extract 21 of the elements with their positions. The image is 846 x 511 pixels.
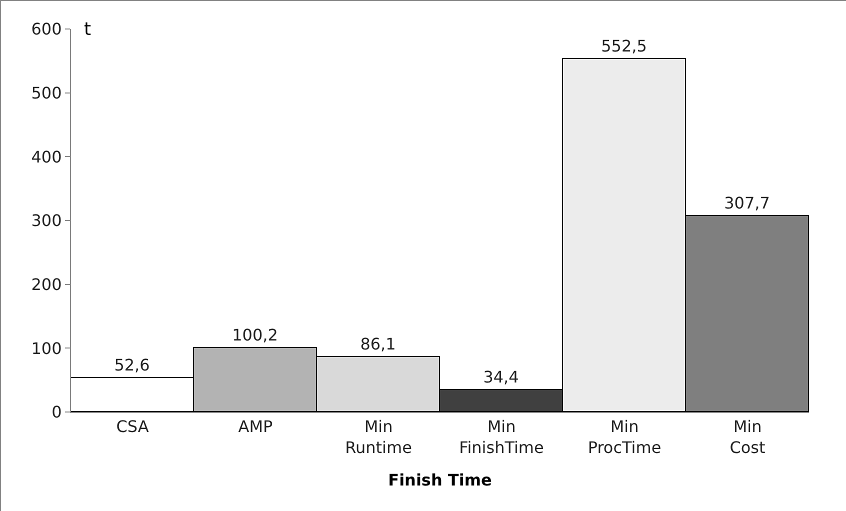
y-tick-label: 200 bbox=[31, 274, 62, 294]
y-axis-title: t bbox=[84, 19, 92, 40]
y-tick-label: 100 bbox=[31, 338, 62, 358]
x-tick-label: Min FinishTime bbox=[459, 417, 544, 457]
data-label: 307,7 bbox=[724, 194, 770, 212]
y-tick-label: 400 bbox=[31, 147, 62, 166]
x-tick-label: Min ProcTime bbox=[588, 417, 662, 457]
x-tick-label: CSA bbox=[116, 417, 149, 436]
data-label: 552,5 bbox=[601, 36, 647, 56]
x-tick-label: Min Runtime bbox=[345, 417, 412, 457]
x-tick-label: AMP bbox=[238, 417, 274, 436]
y-tick-label: 600 bbox=[31, 20, 62, 39]
x-axis-title: Finish Time bbox=[388, 470, 492, 490]
data-label: 100,2 bbox=[232, 326, 278, 344]
y-tick-label: 0 bbox=[52, 402, 62, 422]
x-tick-label: Min Cost bbox=[730, 417, 766, 457]
data-label: 34,4 bbox=[483, 368, 519, 386]
data-label: 52,6 bbox=[114, 356, 150, 374]
y-tick-label: 300 bbox=[31, 211, 62, 230]
data-label: 86,1 bbox=[360, 334, 396, 354]
y-tick-label: 500 bbox=[31, 83, 62, 102]
